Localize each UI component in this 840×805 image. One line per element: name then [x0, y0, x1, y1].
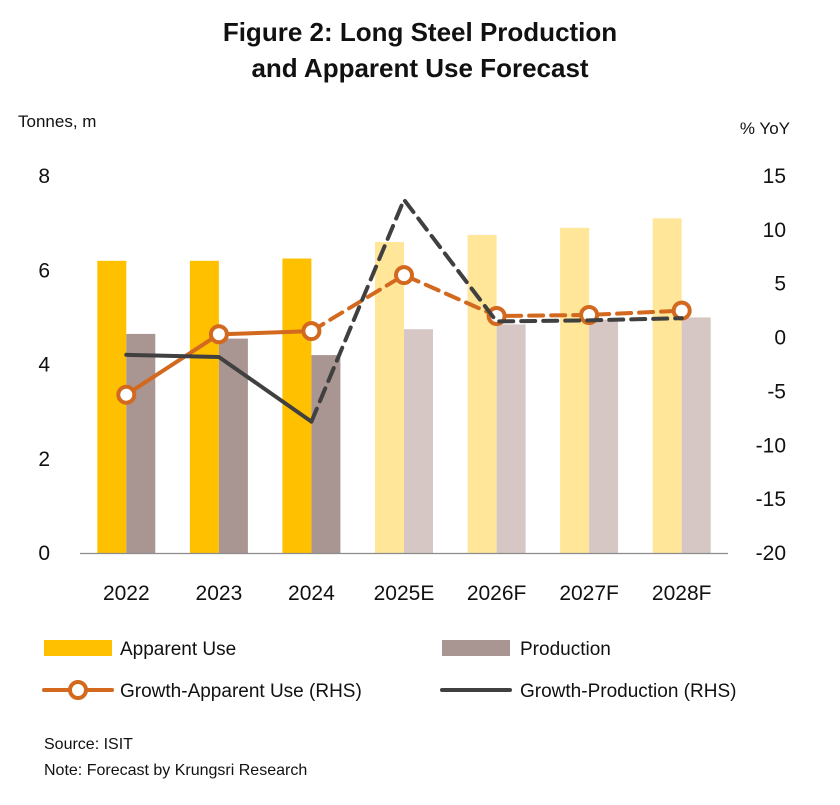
bar-production-2027f [589, 319, 619, 553]
x-tick-label: 2022 [103, 582, 150, 605]
x-tick-label: 2028F [652, 582, 712, 605]
legend-marker-icon [68, 680, 88, 700]
note-text: Note: Forecast by Krungsri Research [44, 762, 308, 779]
legend-swatch-apparent-use [44, 640, 112, 656]
bar-production-2028f [681, 317, 711, 553]
bar-apparent-use-2022 [97, 260, 127, 553]
right-tick-label: 15 [763, 165, 786, 188]
bar-production-2022 [126, 333, 156, 553]
right-tick-label: -5 [767, 380, 786, 403]
line-growth-apparent-use-rhs-marker-2024 [301, 321, 322, 342]
right-tick-label: -20 [756, 542, 786, 565]
left-tick-label: 0 [38, 542, 50, 565]
bar-production-2025e [404, 329, 433, 553]
legend-label: Growth-Apparent Use (RHS) [120, 681, 362, 702]
right-tick-label: 10 [763, 219, 786, 242]
left-tick-label: 2 [38, 448, 50, 471]
legend-label: Growth-Production (RHS) [520, 681, 736, 702]
bar-production-2024 [311, 355, 341, 553]
x-tick-label: 2024 [288, 582, 335, 605]
right-tick-label: 5 [774, 273, 786, 296]
bar-production-2026f [496, 324, 526, 553]
left-tick-label: 6 [38, 259, 50, 282]
left-tick-label: 4 [38, 354, 50, 377]
bar-apparent-use-2028f [652, 218, 682, 553]
bar-apparent-use-2025e [375, 242, 404, 553]
chart-title: Figure 2: Long Steel Production and Appa… [0, 14, 840, 86]
line-growth-apparent-use-rhs-marker-2025e [394, 265, 414, 286]
bar-production-2023 [218, 338, 248, 553]
right-axis-title: % YoY [740, 119, 790, 138]
x-tick-label: 2025E [374, 582, 435, 605]
line-growth-apparent-use-rhs-marker-2023 [208, 324, 229, 345]
x-tick-label: 2026F [467, 582, 527, 605]
right-tick-label: -10 [756, 434, 786, 457]
source-text: Source: ISIT [44, 736, 133, 753]
legend-swatch-production [442, 640, 510, 656]
right-tick-label: 0 [774, 327, 786, 350]
right-tick-label: -15 [756, 488, 786, 511]
line-growth-production-rhs-actual [124, 352, 314, 424]
title-line-1: Figure 2: Long Steel Production [222, 17, 618, 47]
line-growth-production-rhs-forecast [309, 197, 684, 424]
legend-label: Production [520, 639, 611, 660]
bar-apparent-use-2027f [560, 227, 590, 554]
line-growth-apparent-use-rhs-marker-2022 [116, 384, 137, 405]
bar-apparent-use-2026f [467, 234, 497, 553]
legend-label: Apparent Use [120, 639, 236, 660]
x-tick-label: 2023 [196, 582, 243, 605]
title-line-2: and Apparent Use Forecast [251, 53, 589, 83]
bar-apparent-use-2023 [189, 260, 219, 553]
x-tick-label: 2027F [559, 582, 619, 605]
left-axis-title: Tonnes, m [18, 112, 96, 131]
left-tick-label: 8 [38, 165, 50, 188]
